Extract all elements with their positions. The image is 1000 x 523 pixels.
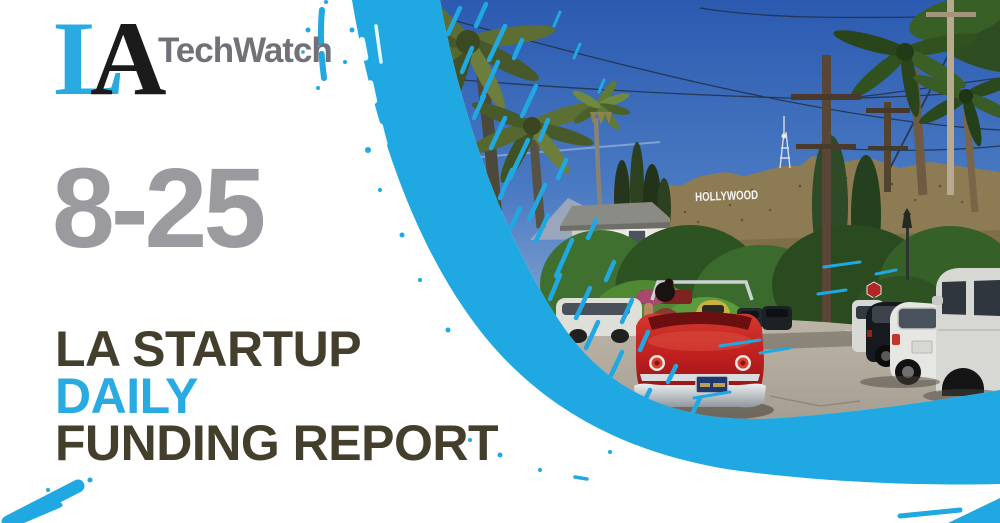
logo-letter-a: A — [90, 0, 167, 117]
headline-line-1: LA STARTUP — [55, 321, 362, 377]
stop-sign-icon — [866, 281, 882, 299]
headline-line-3: FUNDING REPORT — [55, 415, 499, 471]
windshield-frame — [650, 280, 754, 301]
headline-line-2: DAILY — [55, 368, 198, 424]
headline: LA STARTUP DAILY FUNDING REPORT — [55, 321, 675, 471]
utility-poles — [791, 0, 976, 345]
parked-cars-right — [852, 268, 1000, 403]
logo-letter-l: L — [54, 0, 125, 117]
brush-specks — [1, 0, 963, 523]
hollywood-sign: HOLLYWOOD — [695, 116, 791, 204]
brand-name: TechWatch — [158, 31, 333, 70]
license-plate — [695, 375, 729, 394]
chrome-bumper — [634, 383, 766, 408]
street-lamp — [902, 208, 912, 280]
hollywood-sign-text: HOLLYWOOD — [695, 188, 758, 204]
corner-brush-stroke — [1, 479, 85, 523]
white-parked-car — [556, 298, 642, 343]
corner-paint-wedge — [948, 498, 1000, 523]
brush-ring — [352, 0, 1000, 523]
date-label: 8-25 — [52, 145, 266, 271]
antenna-tower-icon — [779, 116, 791, 169]
